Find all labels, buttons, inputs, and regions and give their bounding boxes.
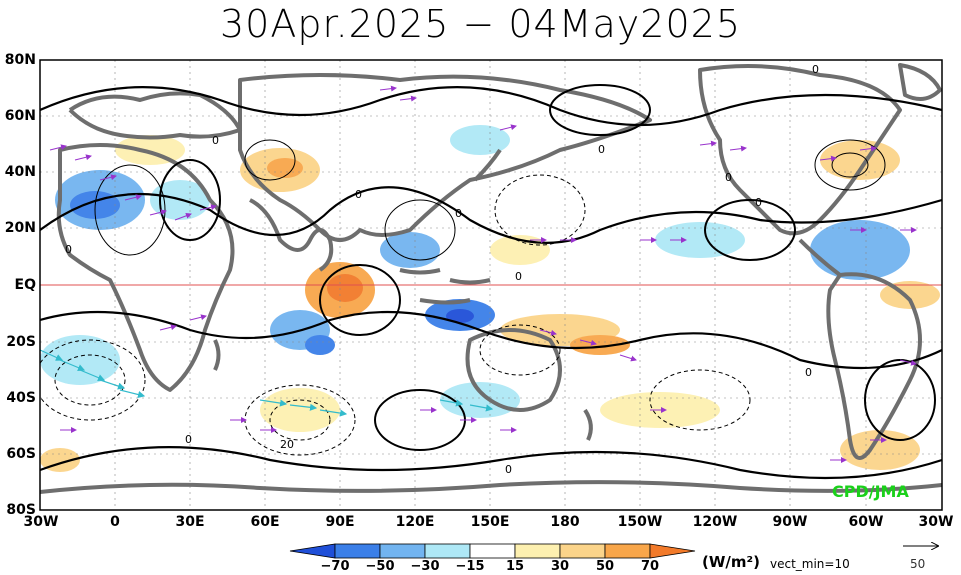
lat-label: 40N <box>4 164 36 180</box>
contour-label: 0 <box>455 207 462 220</box>
colorbar-tick: 50 <box>595 559 615 574</box>
contour-label: 0 <box>185 433 192 446</box>
lon-label: 180 <box>550 514 580 530</box>
lon-label: 30W <box>918 514 954 530</box>
lat-label: 40S <box>6 390 36 406</box>
anomaly-shading <box>40 125 940 472</box>
contour-label: 0 <box>355 188 362 201</box>
colorbar <box>289 543 696 559</box>
contour-label: 0 <box>598 143 605 156</box>
lon-label: 90E <box>325 514 355 530</box>
lat-label: EQ <box>14 277 36 293</box>
contour-lines <box>40 84 942 480</box>
colorbar-tick: 15 <box>505 559 525 574</box>
lon-label: 30W <box>23 514 59 530</box>
map-frame <box>39 59 943 511</box>
colorbar-tick: −50 <box>365 559 395 574</box>
contour-label: 0 <box>515 270 522 283</box>
colorbar-tick: 30 <box>550 559 570 574</box>
lat-label: 60N <box>4 108 36 124</box>
credit-label: CPD/JMA <box>832 482 909 501</box>
map-field <box>40 60 942 510</box>
contour-label: 0 <box>812 63 819 76</box>
lon-label: 30E <box>175 514 205 530</box>
lon-label: 60W <box>848 514 884 530</box>
colorbar-tick: −30 <box>410 559 440 574</box>
coastlines <box>40 63 942 494</box>
lat-label: 80N <box>4 52 36 68</box>
vector-min-note: vect_min=10 <box>770 557 850 571</box>
contour-label: 0 <box>505 463 512 476</box>
lon-label: 120E <box>395 514 435 530</box>
contour-label: 0 <box>805 366 812 379</box>
lon-label: 150E <box>470 514 510 530</box>
wind-vectors <box>49 85 917 463</box>
lat-label: 80S <box>6 502 36 518</box>
reference-vector-value: 50 <box>910 557 926 571</box>
colorbar-tick: 70 <box>640 559 660 574</box>
contour-label: 0 <box>65 243 72 256</box>
lon-label: 0 <box>110 514 120 530</box>
lat-label: 20N <box>4 220 36 236</box>
contour-label: 0 <box>755 196 762 209</box>
lon-label: 120W <box>692 514 738 530</box>
lat-label: 60S <box>6 446 36 462</box>
lat-label: 20S <box>6 334 36 350</box>
lon-label: 90W <box>772 514 808 530</box>
strong-wind-vectors <box>40 349 494 417</box>
colorbar-tick: −70 <box>320 559 350 574</box>
contour-label: 20 <box>280 438 294 451</box>
contour-label-group: 0 0 0 0 0 0 0 0 0 0 0 0 20 <box>65 63 819 476</box>
map-title: 30Apr.2025 − 04May2025 <box>219 2 741 46</box>
colorbar-unit: (W/m²) <box>702 553 760 571</box>
lon-label: 60E <box>250 514 280 530</box>
colorbar-tick: −15 <box>455 559 485 574</box>
contour-label: 0 <box>212 134 219 147</box>
contour-label: 0 <box>725 171 732 184</box>
lon-label: 150W <box>617 514 663 530</box>
